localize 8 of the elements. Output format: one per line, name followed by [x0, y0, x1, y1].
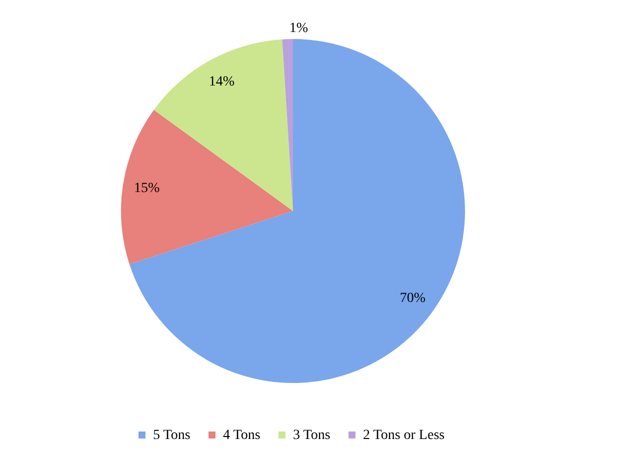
data-label: 14% — [208, 74, 235, 90]
data-label: 70% — [400, 290, 426, 306]
legend-label: 2 Tons or Less — [363, 428, 445, 443]
data-label: 1% — [289, 21, 308, 36]
legend-label: 4 Tons — [223, 428, 260, 443]
legend-label: 3 Tons — [293, 428, 330, 443]
data-label: 15% — [134, 180, 160, 196]
legend-label: 5 Tons — [153, 428, 190, 443]
